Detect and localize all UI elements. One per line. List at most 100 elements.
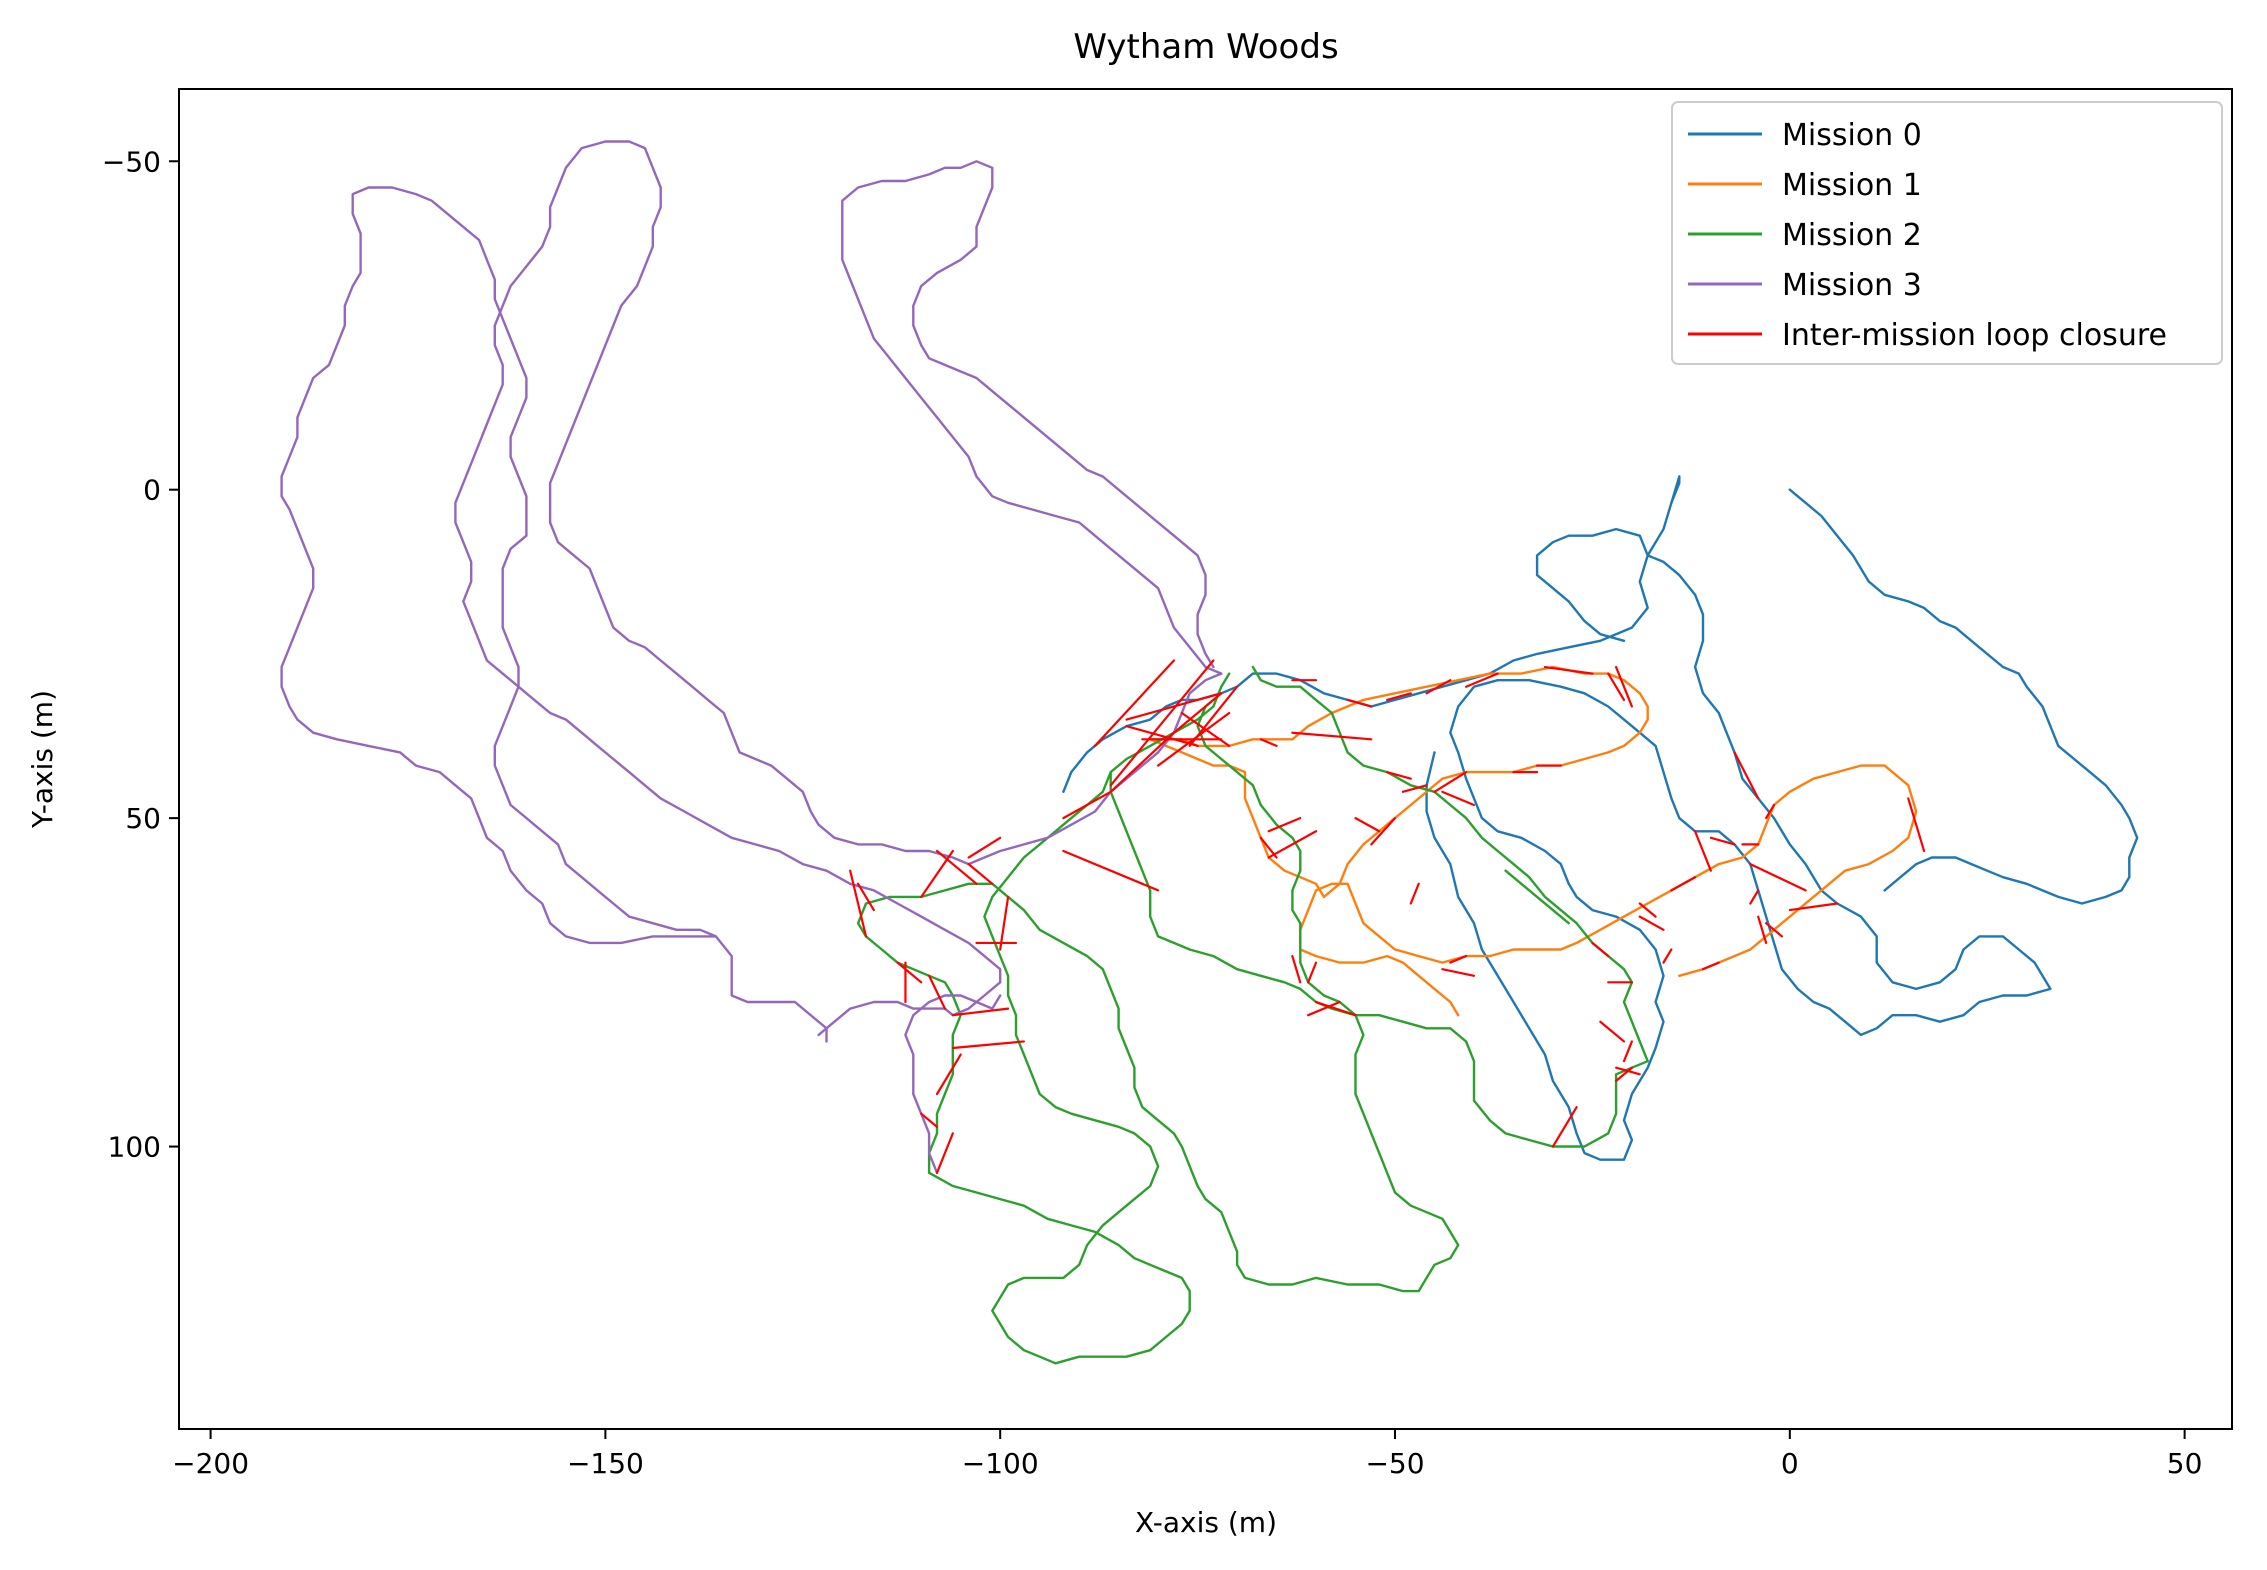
trajectory-line (927, 770, 1191, 1365)
loop-closure-line (1441, 968, 1476, 977)
loop-closure-line (1425, 679, 1452, 695)
loop-closure-line (1765, 803, 1776, 820)
loop-closure-line (1599, 1020, 1626, 1043)
legend-label: Inter-mission loop closure (1782, 318, 2167, 353)
x-tick-label: −150 (567, 1447, 644, 1480)
legend-label: Mission 2 (1782, 218, 1922, 253)
y-tick-label: 100 (108, 1131, 161, 1164)
legend-label: Mission 0 (1782, 118, 1922, 153)
legend: Mission 0 Mission 1 Mission 2 Mission 3 Inte… (1671, 101, 2223, 365)
loop-closure-line (1188, 685, 1239, 747)
loop-closure-line (1386, 692, 1412, 701)
loop-closure-line (1109, 659, 1215, 787)
loop-closure-line (951, 1040, 1025, 1050)
series-layer (280, 140, 2139, 1365)
trajectory-line (1425, 527, 2052, 1161)
loop-closure-line (1638, 902, 1657, 918)
loop-closure-line (1291, 954, 1302, 984)
plot-frame (178, 88, 2233, 1430)
loop-closure-line (1464, 672, 1499, 688)
loop-closure-line (1314, 1000, 1357, 1017)
series-3 (280, 140, 1223, 1174)
loop-closure-line (1307, 1000, 1341, 1017)
loop-closure-line (1614, 665, 1633, 708)
loop-closure-line (1701, 961, 1720, 971)
y-tick-label: −50 (102, 145, 161, 178)
y-tick-label: 0 (143, 474, 161, 507)
loop-closure-line (1733, 751, 1760, 800)
loop-closure-line (999, 895, 1010, 951)
loop-closure-line (849, 869, 868, 938)
loop-closure-line (935, 849, 978, 885)
loop-closure-line (1125, 725, 1199, 747)
loop-closure-line (928, 974, 947, 1010)
loop-closure-line (1638, 915, 1665, 931)
x-tick-label: −100 (962, 1447, 1039, 1480)
loop-closure-line (1591, 941, 1610, 958)
loop-closure-line (1062, 790, 1112, 820)
series-4 (849, 659, 1926, 1174)
loop-closure-line (1125, 692, 1223, 721)
x-tick-label: −50 (1365, 1447, 1424, 1480)
loop-closure-line (1401, 784, 1428, 793)
legend-frame (1671, 101, 2223, 365)
trajectory-line (904, 994, 1002, 1174)
loop-closure-line (1788, 902, 1839, 912)
legend-label: Mission 1 (1782, 168, 1922, 203)
loop-closure-line (1109, 731, 1176, 793)
trajectory-line (1788, 488, 2139, 905)
loop-closure-line (1441, 790, 1476, 807)
loop-closure-line (1172, 692, 1223, 734)
loop-closure-line (1062, 849, 1160, 892)
loop-closure-line (967, 836, 1002, 859)
x-axis: −200 −150 −100 −50 0 50 (172, 1429, 2202, 1480)
loop-closure-line (967, 862, 994, 885)
loop-closure-line (1449, 954, 1468, 964)
loop-closure-line (1551, 1106, 1578, 1148)
loop-closure-line (1709, 836, 1736, 846)
loop-closure-line (1433, 771, 1468, 793)
loop-closure-line (920, 1112, 939, 1128)
loop-closure-line (856, 882, 875, 912)
y-axis: −50 0 50 100 (102, 145, 179, 1164)
loop-closure-line (1386, 771, 1412, 780)
loop-closure-line (1346, 698, 1373, 708)
loop-closure-line (1409, 882, 1420, 905)
legend-label: Mission 3 (1782, 268, 1922, 303)
chart-title: Wytham Woods (1073, 27, 1338, 67)
loop-closure-line (1543, 665, 1594, 675)
loop-closure-line (1607, 672, 1626, 701)
loop-closure-line (1614, 1066, 1633, 1082)
loop-closure-line (1307, 961, 1318, 984)
loop-closure-line (1622, 1040, 1633, 1063)
loop-closure-line (1259, 738, 1278, 747)
trajectory-line (1504, 869, 1570, 925)
x-axis-label: X-axis (m) (1135, 1506, 1277, 1539)
trajectory-line (454, 140, 1223, 1037)
loop-closure-line (935, 1053, 962, 1096)
loop-closure-line (1749, 889, 1760, 905)
x-tick-label: −200 (172, 1447, 249, 1480)
y-tick-label: 50 (125, 802, 161, 835)
x-tick-label: 0 (1781, 1447, 1799, 1480)
loop-closure-line (1907, 797, 1926, 853)
trajectory-line (1670, 475, 1681, 504)
loop-closure-line (896, 961, 923, 984)
y-axis-label: Y-axis (m) (26, 690, 59, 829)
loop-closure-line (1093, 659, 1176, 747)
loop-closure-line (1354, 817, 1381, 833)
loop-closure-line (1267, 817, 1302, 833)
loop-closure-line (1180, 711, 1231, 747)
loop-closure-line (1370, 817, 1397, 846)
loop-closure-line (935, 1132, 954, 1174)
trajectory-line (1109, 665, 1649, 1148)
trajectory-line (841, 160, 1223, 675)
loop-closure-line (1765, 922, 1784, 938)
loop-closure-line (951, 1007, 1010, 1017)
loop-closure-line (1757, 915, 1768, 945)
loop-closure-line (1749, 862, 1807, 892)
loop-closure-line (1267, 830, 1318, 859)
loop-closure-line (1670, 876, 1697, 892)
trajectory-line (280, 186, 828, 1043)
